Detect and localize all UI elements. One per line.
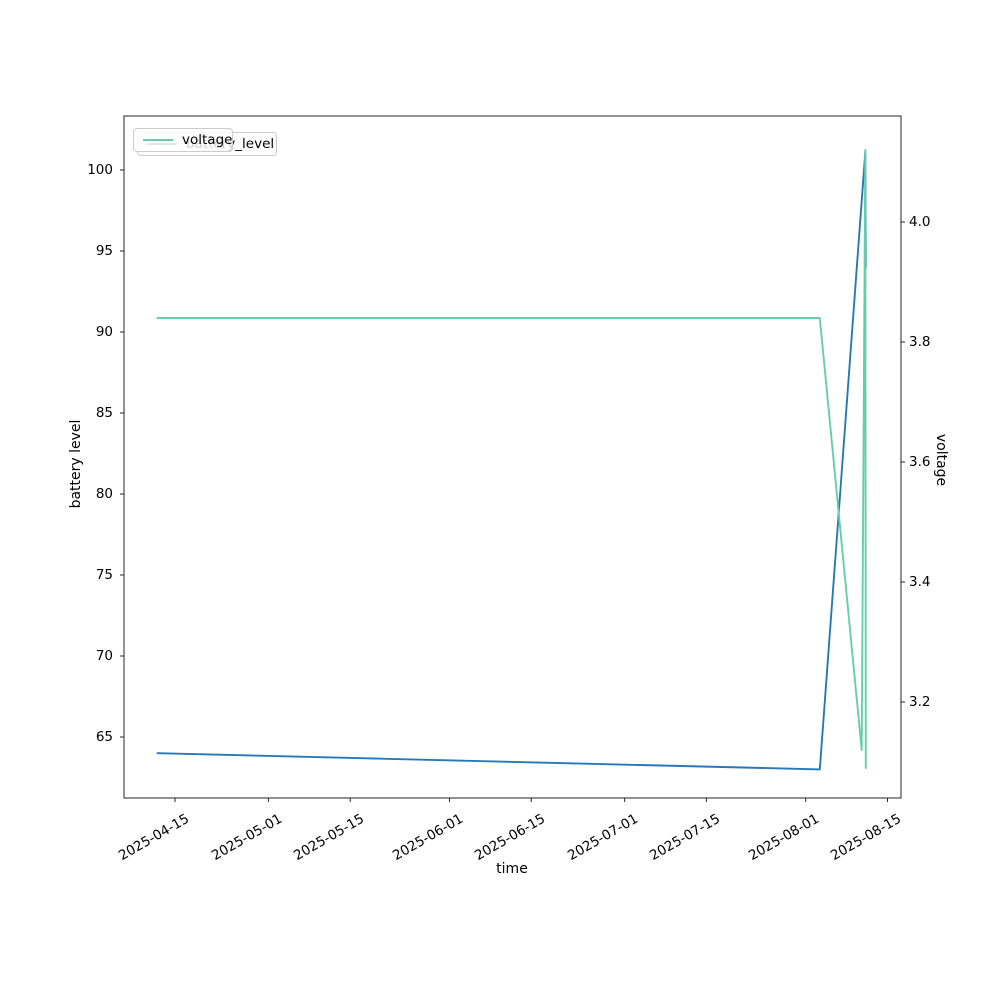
y-right-tick-label: 3.4 xyxy=(909,574,931,590)
y-left-tick-label: 90 xyxy=(95,324,113,340)
y-right-tick-label: 4.0 xyxy=(909,214,931,230)
y-right-tick-label: 3.6 xyxy=(909,454,931,470)
y-right-tick-label: 3.8 xyxy=(909,334,931,350)
series-lines xyxy=(156,149,867,771)
legend-label-voltage: voltage xyxy=(182,132,233,148)
x-axis-label: time xyxy=(496,861,528,877)
y-axis-right-label: voltage xyxy=(933,433,949,487)
y-left-tick-label: 80 xyxy=(95,486,113,502)
y-right-tick-label: 3.2 xyxy=(909,694,931,710)
y-left-tick-label: 95 xyxy=(95,243,113,259)
tick-marks xyxy=(120,169,905,802)
line-battery_level xyxy=(156,151,867,771)
y-left-tick-label: 100 xyxy=(87,162,113,178)
y-left-tick-label: 65 xyxy=(95,729,113,745)
legend-line-sample-voltage xyxy=(143,139,173,141)
y-axis-left-label: battery level xyxy=(68,419,84,509)
y-left-tick-label: 85 xyxy=(95,405,113,421)
legend-voltage: voltage xyxy=(133,128,233,152)
y-left-tick-label: 70 xyxy=(95,648,113,664)
line-voltage_level xyxy=(156,149,867,769)
plot-area-border xyxy=(123,115,902,799)
y-left-tick-label: 75 xyxy=(95,567,113,583)
